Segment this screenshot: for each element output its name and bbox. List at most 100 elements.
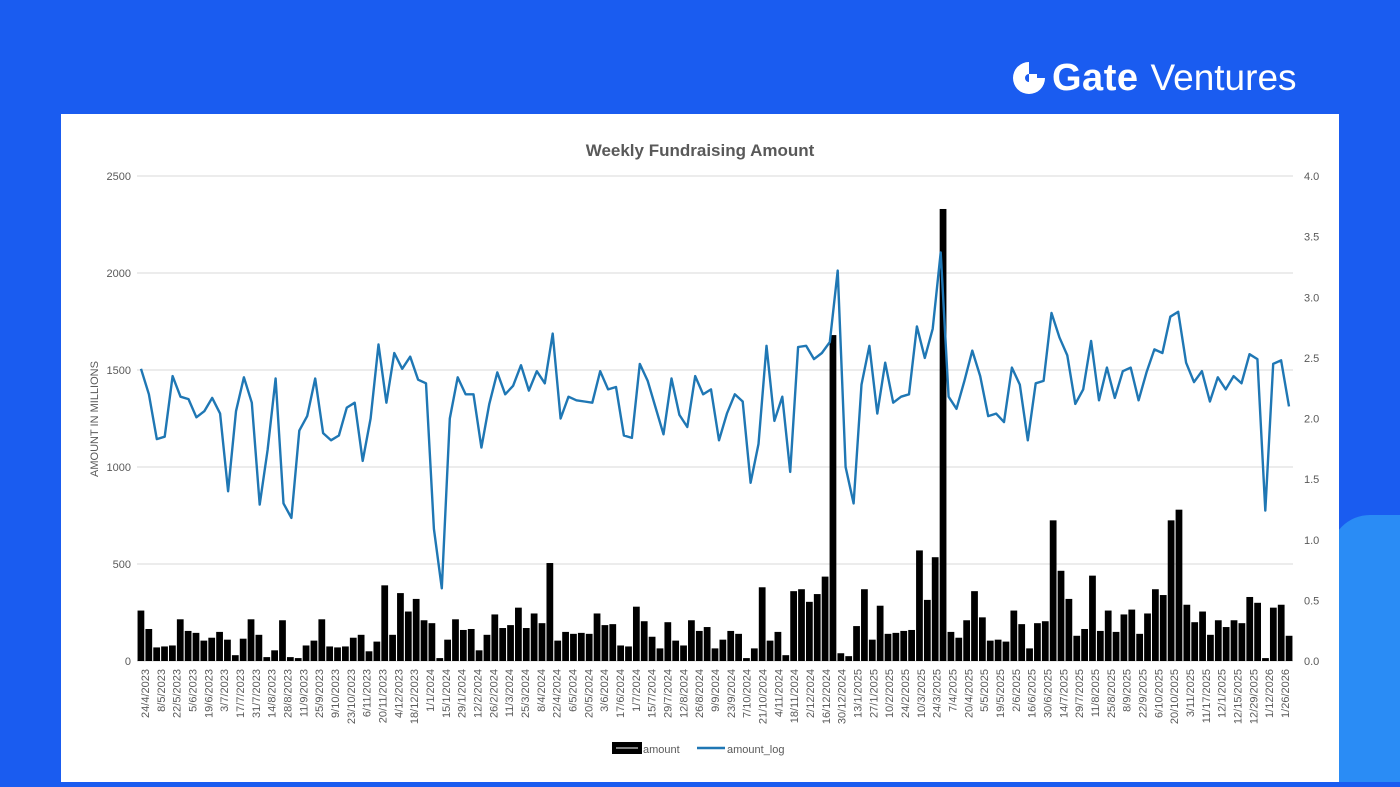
amount-bar <box>507 625 514 661</box>
amount-bar <box>750 648 758 661</box>
amount-bar <box>1096 630 1104 661</box>
background-accent-shape <box>1330 515 1400 782</box>
right-tick-label: 0.0 <box>1304 656 1319 668</box>
x-tick-label: 19/5/2025 <box>995 669 1007 718</box>
amount-bar <box>459 629 467 661</box>
amount-bar <box>1199 611 1206 661</box>
x-tick-label: 5/6/2023 <box>187 669 199 712</box>
right-tick-label: 2.0 <box>1304 414 1319 426</box>
amount-bar <box>200 640 208 661</box>
amount-bar <box>169 645 176 661</box>
amount-bar <box>1285 635 1293 661</box>
amount-bar <box>1159 595 1167 661</box>
left-axis-ticks: 0 500 1000 1500 2000 2500 <box>107 171 131 668</box>
amount-bar <box>357 634 365 661</box>
x-tick-label: 23/9/2024 <box>726 669 738 718</box>
left-tick-label: 2000 <box>107 268 131 280</box>
amount-bar <box>1081 628 1088 661</box>
amount-bar <box>184 630 192 661</box>
amount-bar <box>263 657 271 661</box>
x-tick-label: 19/6/2023 <box>203 669 215 718</box>
x-tick-label: 14/7/2025 <box>1058 669 1070 718</box>
amount-bar <box>499 628 507 661</box>
x-tick-label: 12/2/2024 <box>472 669 484 718</box>
amount-bar <box>688 620 695 661</box>
amount-bar <box>1269 607 1277 661</box>
amount-bar <box>1183 604 1191 661</box>
chart-title: Weekly Fundraising Amount <box>586 141 815 160</box>
amount-bar <box>853 626 860 661</box>
x-tick-label: 24/3/2025 <box>932 669 944 718</box>
amount-bar <box>255 634 263 661</box>
weekly-fundraising-chart: Weekly Fundraising Amount AMOUNT IN MILL… <box>89 141 1319 756</box>
amount-bars <box>137 208 1293 661</box>
amount-bar <box>491 614 499 661</box>
amount-bar <box>216 631 223 661</box>
amount-bar <box>271 650 279 661</box>
amount-bar <box>837 653 845 661</box>
x-tick-label: 1/1/2024 <box>425 669 437 712</box>
amount-bar <box>349 637 357 661</box>
amount-bar <box>389 634 396 661</box>
amount-bar <box>1167 520 1175 661</box>
amount-bar <box>1002 641 1010 661</box>
amount-bar <box>342 646 349 661</box>
amount-bar <box>153 647 161 661</box>
amount-bar <box>632 606 640 661</box>
amount-bar <box>381 585 389 661</box>
amount-bar <box>735 633 742 661</box>
right-tick-label: 3.0 <box>1304 292 1319 304</box>
amount-bar <box>821 576 829 661</box>
amount-bar <box>617 645 625 661</box>
amount-bar <box>609 624 617 661</box>
x-tick-label: 27/1/2025 <box>868 669 880 718</box>
amount-bar <box>310 640 318 661</box>
amount-bar <box>137 610 145 661</box>
x-tick-label: 8/5/2023 <box>156 669 168 712</box>
amount-bar <box>192 632 200 661</box>
x-tick-label: 11/3/2024 <box>504 669 516 717</box>
amount-bar <box>1238 623 1246 661</box>
amount-bar <box>326 646 334 661</box>
amount-bar <box>247 619 255 661</box>
amount-bar <box>774 631 782 661</box>
amount-bar <box>279 620 286 661</box>
amount-bar <box>813 594 821 661</box>
x-tick-label: 15/7/2024 <box>647 669 659 718</box>
amount-bar <box>719 639 727 661</box>
amount-bar <box>538 623 546 661</box>
amount-bar <box>420 620 428 661</box>
amount-bar <box>861 589 868 661</box>
amount-bar <box>1214 620 1222 661</box>
x-tick-label: 15/1/2024 <box>441 669 453 718</box>
amount-bar <box>365 651 373 661</box>
amount-bar <box>845 656 853 661</box>
amount-log-line <box>139 251 1291 590</box>
x-tick-label: 25/9/2023 <box>314 669 326 718</box>
amount-bar <box>695 630 703 661</box>
amount-bar <box>554 640 562 661</box>
x-tick-label: 16/6/2025 <box>1027 669 1039 718</box>
x-tick-label: 20/10/2025 <box>1169 669 1181 724</box>
amount-bar <box>302 645 310 661</box>
x-tick-label: 18/12/2023 <box>409 669 421 724</box>
x-axis-tick-labels: 24/4/2023 8/5/2023 22/5/2023 5/6/2023 19/6/2… <box>140 669 1292 724</box>
x-tick-label: 1/7/2024 <box>631 669 643 712</box>
amount-bar <box>1049 520 1057 661</box>
x-tick-label: 30/6/2025 <box>1043 669 1055 718</box>
amount-bar <box>955 637 963 661</box>
right-tick-label: 1.0 <box>1304 535 1319 547</box>
brand-header: Gate Ventures <box>1010 56 1297 100</box>
x-tick-label: 7/10/2024 <box>742 669 754 718</box>
amount-bar <box>1128 609 1136 661</box>
brand-name-bold: Gate <box>1052 56 1139 99</box>
amount-bar <box>1104 610 1112 661</box>
amount-bar <box>467 628 475 661</box>
x-tick-label: 12/15/2025 <box>1233 669 1245 724</box>
x-tick-label: 6/10/2025 <box>1153 669 1165 718</box>
x-tick-label: 8/9/2025 <box>1122 669 1134 712</box>
amount-bar <box>286 657 294 661</box>
x-tick-label: 20/5/2024 <box>583 669 595 718</box>
x-tick-label: 20/11/2023 <box>377 669 389 723</box>
amount-bar <box>916 550 923 661</box>
